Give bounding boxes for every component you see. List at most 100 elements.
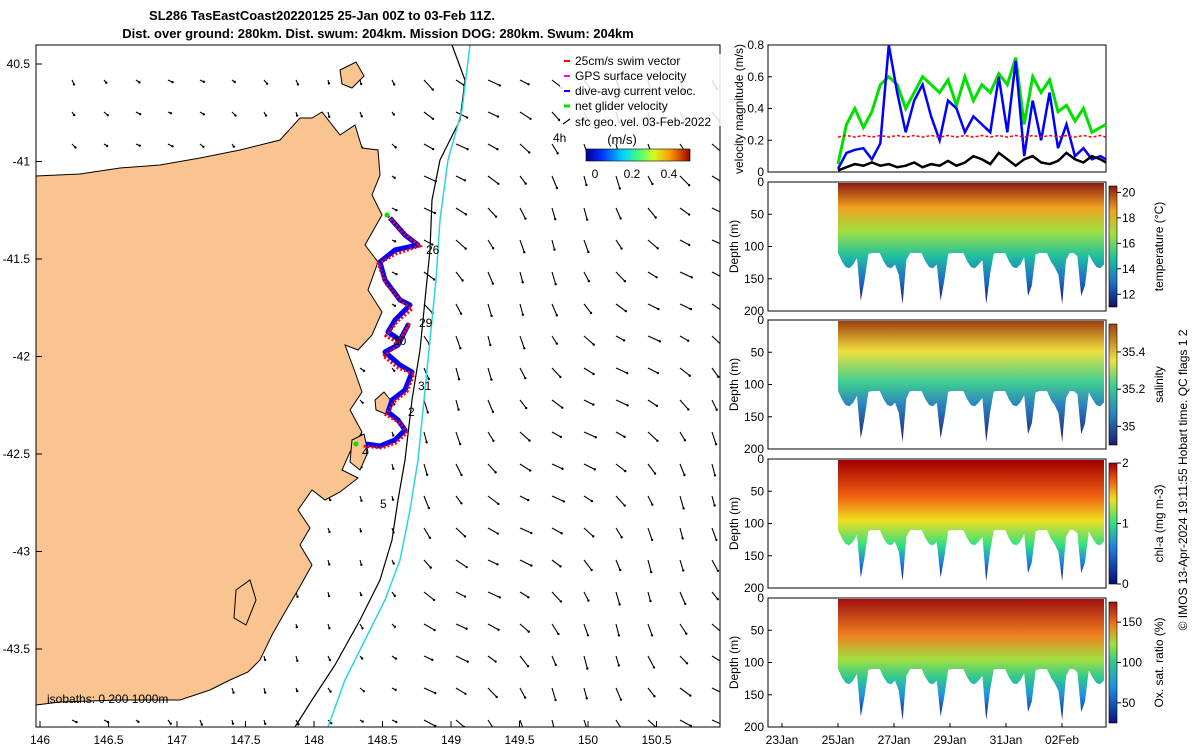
section-panel-salinity: 35 35.2 35.4 salinity 0 50 100 150 200 Depth (m) bbox=[727, 313, 1166, 456]
depth-ylabel: Depth (m) bbox=[727, 358, 741, 411]
velocity-ytick-label: 0.4 bbox=[747, 102, 764, 116]
current-vector-head bbox=[722, 212, 724, 214]
current-vector-head bbox=[653, 695, 656, 698]
current-vector bbox=[455, 591, 466, 598]
map-legend: 25cm/s swim vector GPS surface velocity … bbox=[560, 54, 722, 129]
current-vector-head bbox=[431, 117, 435, 120]
isobath-1000m bbox=[327, 45, 471, 727]
figure-title-line2: Dist. over ground: 280km. Dist. swum: 20… bbox=[122, 26, 634, 41]
current-vector-head bbox=[529, 117, 532, 121]
section-colorbar bbox=[1108, 185, 1118, 308]
current-vector bbox=[423, 495, 430, 509]
lat-tick-label: -42 bbox=[13, 350, 31, 364]
current-vector bbox=[423, 399, 429, 413]
velocity-ytick-label: 0.8 bbox=[747, 38, 764, 52]
current-vector-head bbox=[427, 506, 431, 510]
current-vector bbox=[519, 431, 530, 441]
current-vector bbox=[679, 655, 688, 664]
current-vector-head bbox=[169, 722, 172, 725]
current-vector bbox=[455, 623, 467, 630]
figure-title-line1: SL286 TasEastCoast20220125 25-Jan 00Z to… bbox=[149, 8, 495, 23]
colorbar-tick-label: 14 bbox=[1122, 262, 1136, 276]
current-vector bbox=[711, 175, 720, 182]
current-vector-head bbox=[425, 473, 429, 476]
current-vector-head bbox=[561, 467, 564, 471]
current-vector bbox=[679, 687, 691, 697]
colorbar-tick-label: 12 bbox=[1122, 287, 1136, 301]
time-tick-label: 31Jan bbox=[990, 733, 1023, 747]
current-vector-head bbox=[682, 569, 685, 572]
current-vector-head bbox=[459, 312, 463, 315]
current-vector-head bbox=[682, 507, 685, 510]
legend-swatch bbox=[562, 118, 571, 125]
current-vector bbox=[551, 719, 555, 727]
current-vector bbox=[519, 111, 531, 120]
colorbar-tick-label: 20 bbox=[1122, 185, 1136, 199]
current-vector-head bbox=[720, 309, 722, 311]
section-colorbar-label: salinity bbox=[1152, 366, 1166, 403]
current-vector bbox=[583, 687, 588, 699]
current-vector bbox=[551, 559, 561, 567]
current-vector-head bbox=[138, 112, 142, 116]
current-vector bbox=[679, 431, 686, 441]
current-vector bbox=[487, 367, 492, 380]
current-vector-head bbox=[683, 602, 687, 606]
current-vector-head bbox=[561, 406, 564, 409]
current-vector-head bbox=[559, 375, 562, 379]
current-vector bbox=[711, 719, 720, 725]
track-end-marker bbox=[353, 441, 359, 447]
colorbar-gradient bbox=[585, 148, 691, 162]
current-vector bbox=[615, 655, 620, 666]
current-vector-head bbox=[433, 211, 437, 215]
current-vector bbox=[583, 367, 594, 375]
section-colorbar bbox=[1108, 323, 1118, 446]
current-vector-head bbox=[360, 115, 363, 118]
current-vector-head bbox=[620, 247, 623, 250]
current-vector-head bbox=[658, 340, 662, 343]
current-vector-head bbox=[554, 731, 556, 733]
current-vector bbox=[679, 591, 686, 605]
current-vector bbox=[423, 463, 428, 475]
current-vector-head bbox=[359, 530, 363, 533]
current-vector-head bbox=[497, 628, 500, 631]
current-vector-head bbox=[296, 659, 299, 663]
current-vector-head bbox=[651, 503, 654, 506]
current-vector-head bbox=[232, 691, 235, 694]
current-vector-head bbox=[459, 347, 462, 350]
current-vector-head bbox=[562, 500, 566, 503]
current-vector-head bbox=[722, 244, 724, 246]
current-vector-head bbox=[655, 404, 659, 408]
current-vector bbox=[519, 335, 525, 349]
current-vector-head bbox=[521, 313, 525, 316]
current-vector-head bbox=[432, 598, 436, 602]
current-vector-head bbox=[392, 113, 396, 116]
current-vector-head bbox=[427, 377, 430, 381]
current-vector-head bbox=[496, 532, 500, 535]
current-vector bbox=[615, 271, 626, 282]
current-vector-head bbox=[460, 473, 463, 477]
current-vector-head bbox=[522, 729, 524, 731]
current-vector bbox=[711, 431, 717, 445]
current-vector-head bbox=[494, 471, 497, 474]
current-vector-head bbox=[592, 403, 595, 406]
current-vector bbox=[487, 687, 498, 698]
current-vector-head bbox=[590, 499, 594, 503]
current-vector bbox=[423, 431, 428, 443]
depth-tick-label: 100 bbox=[744, 656, 764, 670]
current-vector-head bbox=[521, 280, 524, 284]
current-vector bbox=[455, 463, 462, 476]
depth-ylabel: Depth (m) bbox=[727, 497, 741, 550]
current-vector bbox=[647, 367, 659, 374]
current-vector-head bbox=[626, 404, 629, 407]
current-vector-head bbox=[524, 406, 528, 410]
current-vector-head bbox=[622, 339, 626, 342]
current-vector bbox=[647, 623, 653, 636]
current-vector-head bbox=[394, 657, 398, 660]
current-vector bbox=[551, 207, 556, 220]
current-vector-head bbox=[434, 691, 437, 695]
current-vector bbox=[551, 463, 563, 470]
current-vector-head bbox=[393, 83, 396, 86]
lat-tick-label: -43 bbox=[13, 545, 31, 559]
lon-tick-label: 147 bbox=[167, 733, 187, 747]
velocity-line bbox=[837, 134, 1107, 138]
